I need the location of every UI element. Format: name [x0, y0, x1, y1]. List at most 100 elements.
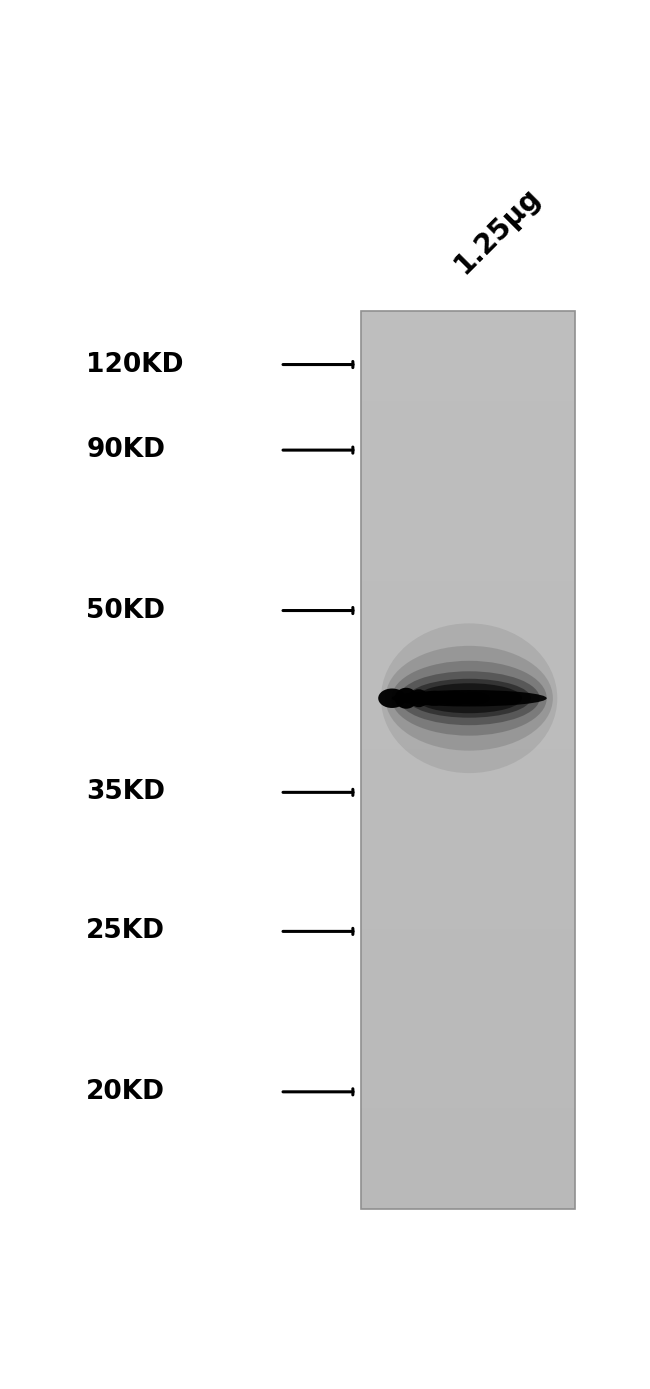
Bar — [361, 828, 575, 839]
Bar — [361, 682, 575, 693]
Bar — [361, 985, 575, 996]
Ellipse shape — [416, 683, 522, 713]
Bar — [361, 625, 575, 636]
Bar — [361, 547, 575, 558]
Ellipse shape — [398, 671, 540, 725]
Bar — [361, 592, 575, 603]
Bar — [361, 906, 575, 918]
Text: 120KD: 120KD — [86, 351, 184, 378]
Bar — [361, 963, 575, 974]
Bar — [361, 1029, 575, 1040]
Bar — [361, 1086, 575, 1097]
Bar — [361, 569, 575, 581]
Ellipse shape — [421, 690, 447, 706]
Bar — [361, 1040, 575, 1053]
Bar — [361, 726, 575, 738]
Bar — [361, 1188, 575, 1199]
Bar — [361, 468, 575, 479]
Bar — [361, 1142, 575, 1153]
Bar — [361, 693, 575, 704]
Text: 25KD: 25KD — [86, 918, 165, 945]
Bar — [361, 1075, 575, 1086]
Bar — [361, 479, 575, 490]
Bar — [361, 1164, 575, 1175]
Bar — [361, 883, 575, 895]
Bar — [361, 738, 575, 749]
Bar — [361, 525, 575, 536]
Text: 35KD: 35KD — [86, 779, 165, 806]
Bar — [361, 322, 575, 333]
Ellipse shape — [385, 646, 553, 750]
Bar — [361, 940, 575, 951]
Bar — [361, 367, 575, 378]
Text: 20KD: 20KD — [86, 1079, 165, 1104]
Bar — [361, 603, 575, 614]
Bar — [361, 1131, 575, 1142]
Ellipse shape — [391, 690, 547, 707]
Ellipse shape — [395, 688, 417, 708]
Bar — [361, 581, 575, 592]
Ellipse shape — [378, 689, 406, 708]
Bar — [361, 1097, 575, 1108]
Bar — [361, 424, 575, 435]
Bar — [361, 749, 575, 760]
Ellipse shape — [381, 624, 557, 774]
Bar — [361, 996, 575, 1007]
Bar — [361, 344, 575, 356]
Bar — [361, 895, 575, 906]
Bar — [361, 795, 575, 806]
Bar — [361, 974, 575, 985]
Bar — [361, 817, 575, 828]
Bar — [361, 558, 575, 569]
Bar — [361, 1175, 575, 1188]
Text: 1.25μg: 1.25μg — [449, 182, 546, 279]
Text: 90KD: 90KD — [86, 438, 165, 463]
Bar — [361, 636, 575, 647]
Bar — [361, 704, 575, 715]
Bar — [361, 1053, 575, 1064]
Bar — [361, 771, 575, 783]
Ellipse shape — [459, 692, 489, 704]
Bar — [361, 413, 575, 424]
Bar — [361, 446, 575, 457]
Bar — [361, 1199, 575, 1210]
Bar — [361, 918, 575, 929]
Ellipse shape — [410, 689, 428, 707]
Bar — [361, 435, 575, 446]
Bar — [361, 861, 575, 872]
Bar — [361, 1018, 575, 1029]
Bar — [361, 378, 575, 390]
Bar — [361, 614, 575, 625]
Bar — [361, 951, 575, 963]
Bar — [361, 311, 575, 322]
Ellipse shape — [439, 692, 469, 706]
Bar — [361, 513, 575, 525]
Bar — [361, 1007, 575, 1018]
Bar — [361, 806, 575, 817]
Bar — [361, 715, 575, 726]
Bar — [361, 1064, 575, 1075]
Bar — [361, 760, 575, 771]
Bar — [361, 783, 575, 795]
Bar — [361, 660, 575, 671]
Bar — [361, 333, 575, 344]
Bar — [361, 872, 575, 883]
Bar — [361, 929, 575, 940]
Ellipse shape — [408, 679, 531, 718]
Bar — [361, 501, 575, 513]
Bar — [361, 457, 575, 468]
Bar — [361, 536, 575, 547]
Bar — [361, 1108, 575, 1120]
Bar — [361, 490, 575, 501]
Bar — [361, 839, 575, 850]
Bar — [361, 850, 575, 861]
Bar — [361, 1153, 575, 1164]
Ellipse shape — [391, 661, 547, 736]
Bar — [361, 390, 575, 401]
Bar — [361, 647, 575, 660]
Bar — [361, 356, 575, 367]
Bar — [361, 1120, 575, 1131]
Bar — [361, 401, 575, 413]
Bar — [361, 311, 575, 1210]
Text: 50KD: 50KD — [86, 597, 165, 624]
